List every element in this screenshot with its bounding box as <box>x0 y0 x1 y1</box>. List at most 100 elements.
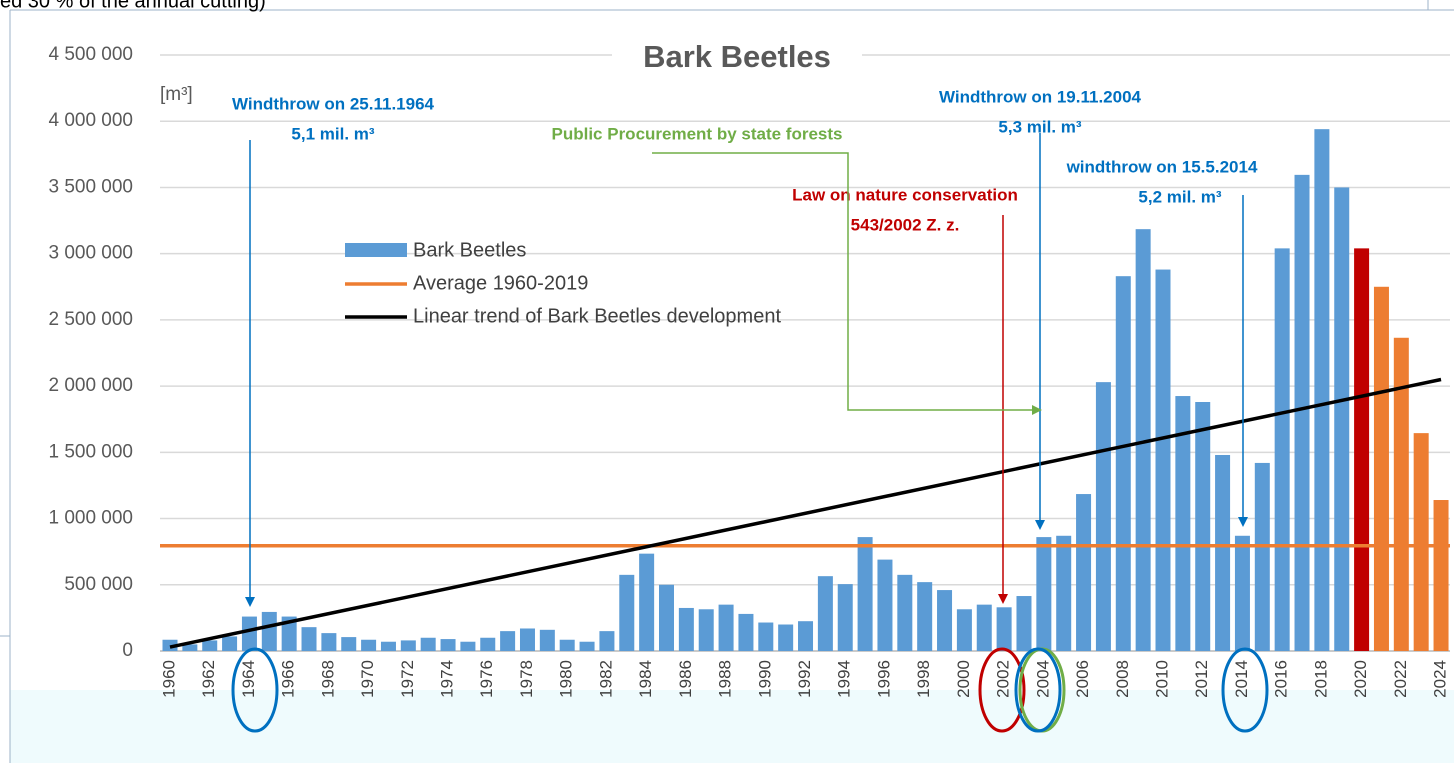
bar <box>480 637 496 651</box>
x-tick-label: 1998 <box>914 660 933 698</box>
bar <box>222 636 238 651</box>
bar <box>500 631 516 651</box>
annotation: 543/2002 Z. z. <box>851 215 960 234</box>
y-tick-label: 1 500 000 <box>48 441 133 462</box>
bar <box>877 559 893 651</box>
chart-title: Bark Beetles <box>643 39 831 74</box>
y-tick-label: 0 <box>122 640 133 661</box>
highlight-ellipse <box>1014 647 1062 733</box>
y-tick-label: 3 500 000 <box>48 176 133 197</box>
bar <box>956 609 972 651</box>
bar <box>281 616 297 651</box>
x-tick-label: 1988 <box>716 660 735 698</box>
bar <box>738 613 754 651</box>
y-tick-label: 2 500 000 <box>48 309 133 330</box>
legend-swatch <box>345 243 407 257</box>
bar <box>1274 248 1290 651</box>
bar <box>758 622 774 651</box>
bar <box>678 607 694 651</box>
x-tick-label: 2000 <box>954 660 973 698</box>
bar <box>718 604 734 651</box>
x-tick-label: 1962 <box>199 660 218 698</box>
bar <box>937 590 953 651</box>
x-tick-label: 2004 <box>1033 660 1052 698</box>
bar <box>1294 174 1310 651</box>
legend-label: Bark Beetles <box>413 239 526 261</box>
bar <box>619 574 635 651</box>
x-tick-label: 2006 <box>1073 660 1092 698</box>
x-tick-label: 1968 <box>318 660 337 698</box>
bar <box>1373 286 1389 651</box>
bar <box>1334 187 1350 651</box>
header-fragment: sed 30 % of the annual cutting) <box>0 0 266 12</box>
x-tick-label: 2010 <box>1152 660 1171 698</box>
x-tick-label: 1972 <box>398 660 417 698</box>
bar <box>202 640 218 651</box>
bar <box>361 639 377 651</box>
y-tick-label: 4 500 000 <box>48 44 133 65</box>
y-tick-label: 2 000 000 <box>48 375 133 396</box>
bar <box>1393 337 1409 651</box>
bottom-panel <box>10 690 1454 763</box>
bar <box>341 637 357 651</box>
annotation: 5,2 mil. m³ <box>1138 187 1221 206</box>
bar <box>1155 269 1171 651</box>
bar <box>579 641 595 651</box>
x-tick-label: 2008 <box>1113 660 1132 698</box>
x-tick-label: 2002 <box>994 660 1013 698</box>
highlight-ellipse <box>978 647 1026 733</box>
bar <box>321 633 337 651</box>
y-tick-label: 4 000 000 <box>48 110 133 131</box>
bar <box>599 631 615 651</box>
x-tick-label: 1964 <box>239 660 258 698</box>
bar <box>639 553 655 651</box>
annotation: Law on nature conservation <box>792 185 1018 204</box>
bar <box>539 629 555 651</box>
bar <box>1115 276 1131 651</box>
x-tick-label: 2022 <box>1391 660 1410 698</box>
annotation: 5,3 mil. m³ <box>998 117 1081 136</box>
arrow <box>652 152 1042 415</box>
legend-label: Linear trend of Bark Beetles development <box>413 305 781 327</box>
bar <box>1254 462 1270 651</box>
x-tick-label: 2020 <box>1351 660 1370 698</box>
x-tick-label: 1978 <box>517 660 536 698</box>
x-tick-label: 1994 <box>835 660 854 698</box>
bar <box>817 576 833 651</box>
x-tick-label: 2012 <box>1192 660 1211 698</box>
bar <box>659 584 674 651</box>
bar <box>1195 402 1211 651</box>
x-tick-label: 1974 <box>438 660 457 698</box>
bar <box>420 637 436 651</box>
bar <box>460 641 476 651</box>
bar <box>837 584 853 651</box>
annotation: windthrow on 15.5.2014 <box>1066 157 1258 176</box>
bar <box>400 640 416 651</box>
bar <box>996 607 1012 651</box>
bar <box>857 537 873 651</box>
bar <box>1314 129 1330 651</box>
x-tick-label: 1976 <box>477 660 496 698</box>
bar <box>698 609 714 651</box>
bar <box>778 624 794 651</box>
annotation: 5,1 mil. m³ <box>291 124 374 143</box>
highlight-ellipse <box>231 647 279 733</box>
bar <box>1354 248 1370 651</box>
unit-label: [m³] <box>160 84 193 105</box>
x-tick-label: 1996 <box>874 660 893 698</box>
bar <box>301 627 317 651</box>
bar <box>519 628 535 651</box>
annotation: Windthrow on 25.11.1964 <box>232 94 435 113</box>
title-backing <box>612 38 862 78</box>
x-tick-label: 1984 <box>636 660 655 698</box>
x-tick-label: 1990 <box>755 660 774 698</box>
bar <box>976 604 992 651</box>
x-tick-label: 1966 <box>279 660 298 698</box>
bar <box>440 639 456 651</box>
bar <box>1175 396 1191 651</box>
bar <box>1076 494 1092 651</box>
bar <box>261 611 277 651</box>
x-tick-label: 1992 <box>795 660 814 698</box>
bar <box>380 641 396 651</box>
